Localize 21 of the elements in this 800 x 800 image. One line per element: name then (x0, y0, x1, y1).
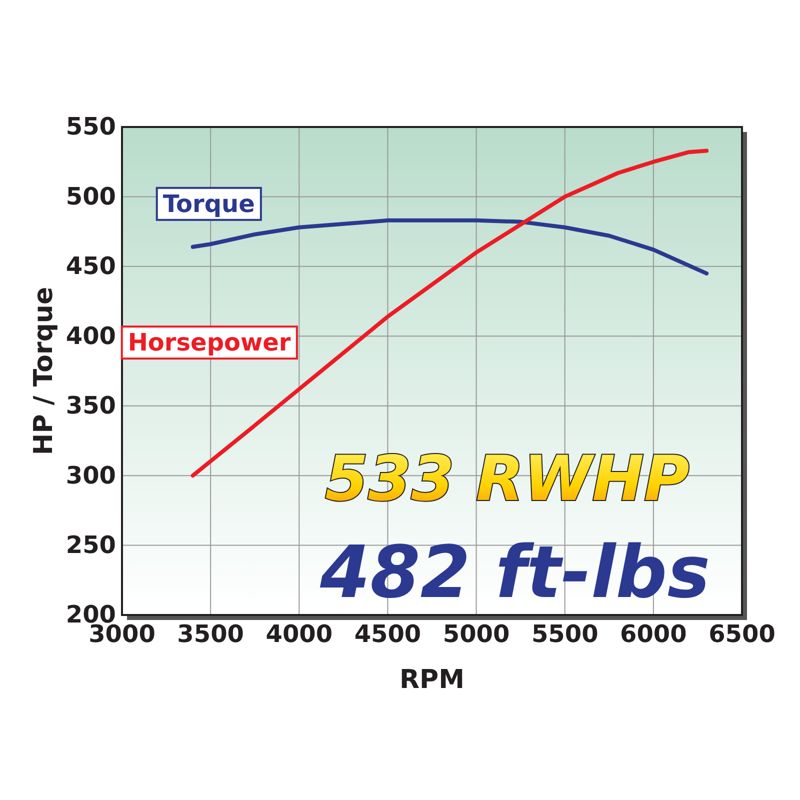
y-tick-label: 350 (66, 392, 116, 420)
y-tick-label: 550 (66, 112, 116, 141)
y-tick-label: 400 (66, 322, 116, 350)
x-axis-title: RPM (400, 665, 464, 695)
annotation: 482 ft-lbs (319, 530, 710, 614)
line-series (190, 218, 709, 276)
y-tick-label: 500 (66, 182, 116, 210)
y-tick-label: 250 (66, 530, 116, 559)
y-tick-label: 450 (66, 252, 116, 280)
series-label: Torque (162, 190, 255, 218)
x-tick-label: 4500 (354, 620, 422, 648)
x-tick-label: 4000 (266, 620, 333, 648)
y-tick-label: 300 (66, 461, 116, 490)
annotation: 533 RWHP (325, 442, 690, 515)
x-tick-label: 5000 (442, 620, 510, 648)
series-label: Horsepower (128, 328, 291, 357)
x-tick-label: 5500 (531, 620, 598, 648)
y-axis-title: HP / Torque (29, 286, 59, 456)
x-tick-label: 6500 (708, 620, 776, 648)
x-tick-label: 3500 (177, 620, 244, 648)
x-tick-label: 6000 (620, 620, 687, 648)
